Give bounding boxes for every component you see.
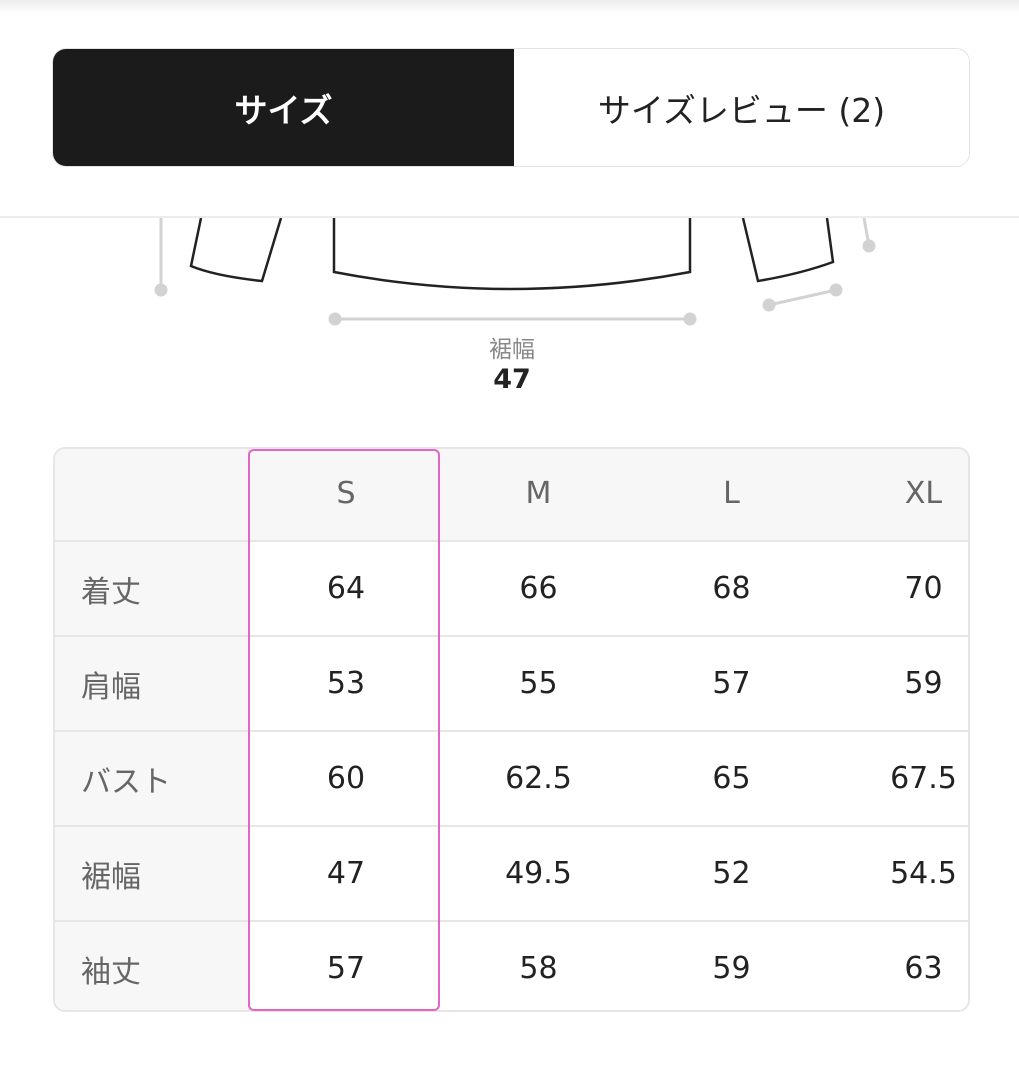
cell: 66 (442, 541, 635, 637)
row-label: 袖丈 (55, 921, 250, 1010)
row-label: バスト (55, 731, 250, 827)
cell: 58 (519, 951, 558, 986)
cell: 64 (249, 541, 442, 637)
cell: 55 (442, 636, 635, 732)
size-header-s[interactable]: S (249, 449, 442, 542)
sleeve-guide-dot (862, 239, 876, 253)
cell: 62.5 (442, 731, 635, 827)
cell: 59 (828, 636, 968, 732)
garment-diagram (154, 218, 876, 326)
measure-label: 裾幅 (489, 337, 535, 363)
table-row: 裾幅 47 49.5 52 54.5 (55, 826, 968, 922)
measure-value: 47 (493, 364, 531, 395)
size-header-m[interactable]: M (442, 449, 635, 542)
length-guide-dot (154, 283, 168, 297)
divider (0, 216, 1019, 218)
size-header-xl[interactable]: XL (828, 449, 968, 542)
row-label: 肩幅 (55, 636, 250, 732)
table-row: バスト 60 62.5 65 67.5 (55, 731, 968, 827)
cell: 53 (249, 636, 442, 732)
cuff-guide-line (768, 288, 837, 307)
cell: 65 (635, 731, 828, 827)
row-label: 裾幅 (55, 826, 250, 922)
table-row: 袖丈 57 58 59 63 (55, 921, 968, 1010)
size-table: S M L XL 着丈 64 66 68 70 肩幅 53 55 57 59 (53, 447, 970, 1012)
top-shadow (0, 0, 1019, 14)
cell: 60 (249, 731, 442, 827)
cell: 47 (249, 826, 442, 922)
table-row: 着丈 64 66 68 70 (55, 541, 968, 637)
size-header-row: S M L XL (55, 449, 968, 542)
right-sleeve-outline (741, 218, 835, 283)
cell: 67.5 (828, 731, 968, 827)
size-header-l[interactable]: L (635, 449, 828, 542)
row-label: 着丈 (55, 541, 250, 637)
size-tabs: サイズ サイズレビュー (2) (52, 48, 970, 167)
left-sleeve-outline (189, 218, 283, 283)
tab-size[interactable]: サイズ (53, 49, 514, 166)
cell: 54.5 (828, 826, 968, 922)
hem-guide-dot-right (683, 312, 697, 326)
body-outline (332, 218, 692, 291)
cell: 57 (635, 636, 828, 732)
cuff-guide-dot-right (829, 283, 843, 297)
table-row: 肩幅 53 55 57 59 (55, 636, 968, 732)
cuff-guide-dot-left (762, 298, 776, 312)
cell: 63 (904, 951, 943, 986)
corner-cell (55, 449, 250, 542)
cell: 52 (635, 826, 828, 922)
cell: 70 (828, 541, 968, 637)
garment-outline (189, 218, 835, 291)
cell: 68 (635, 541, 828, 637)
cell: 49.5 (442, 826, 635, 922)
tab-size-review[interactable]: サイズレビュー (2) (514, 49, 969, 166)
cell: 59 (712, 951, 751, 986)
hem-guide-dot-left (328, 312, 342, 326)
cell: 57 (326, 951, 366, 986)
